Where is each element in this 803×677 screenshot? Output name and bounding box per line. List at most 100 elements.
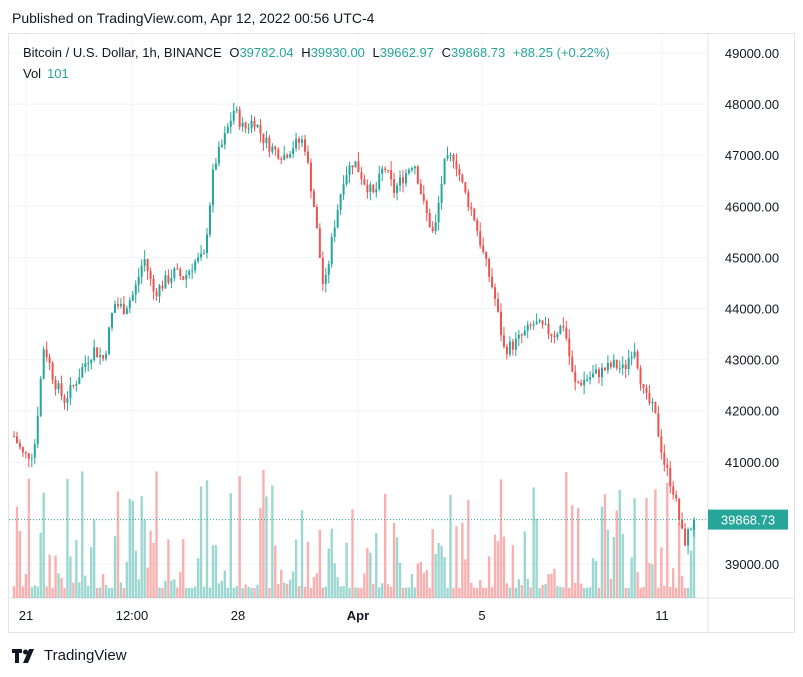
- volume-bar: [274, 545, 277, 598]
- volume-bar: [318, 529, 322, 598]
- candle-body: [351, 165, 354, 168]
- volume-bar: [648, 563, 651, 598]
- candle-body: [354, 161, 357, 168]
- candle-body: [214, 163, 217, 170]
- volume-bar: [232, 587, 235, 598]
- volume-bar: [440, 545, 443, 598]
- volume-bar: [523, 531, 526, 598]
- volume-bar: [633, 498, 636, 598]
- volume-bar: [654, 489, 657, 598]
- volume-bar: [48, 554, 51, 598]
- volume-bar: [571, 505, 574, 598]
- volume-bar: [339, 586, 342, 598]
- volume-bar: [657, 587, 660, 598]
- x-tick-label: 28: [231, 608, 245, 623]
- volume-bar: [526, 578, 529, 598]
- volume-bar: [66, 479, 69, 598]
- volume-bar: [395, 537, 399, 598]
- volume-bar: [351, 509, 354, 598]
- volume-bar: [173, 579, 176, 598]
- candle-body: [583, 379, 586, 386]
- volume-bar: [63, 587, 66, 598]
- candle-body: [384, 168, 387, 170]
- x-tick-label: 5: [478, 608, 485, 623]
- footer-brand[interactable]: TradingView: [12, 647, 127, 664]
- candle-body: [372, 184, 375, 193]
- candle-body: [440, 183, 443, 203]
- volume-value: 101: [47, 66, 69, 81]
- candle-body: [586, 379, 589, 381]
- y-tick-label: 43000.00: [725, 353, 779, 368]
- candle-body: [235, 109, 238, 111]
- volume-bar: [603, 494, 607, 598]
- volume-bar: [520, 585, 523, 598]
- candle-body: [179, 269, 182, 277]
- volume-bar: [639, 587, 642, 598]
- candle-body: [473, 208, 476, 221]
- volume-bar: [193, 586, 197, 598]
- candle-body: [470, 207, 473, 209]
- volume-bar: [315, 573, 319, 598]
- volume-bar: [149, 530, 152, 598]
- candle-body: [592, 373, 595, 378]
- volume-bar: [226, 587, 229, 598]
- candle-body: [309, 162, 312, 192]
- volume-bar: [244, 584, 247, 598]
- candle-body: [286, 154, 289, 158]
- volume-bar: [167, 539, 170, 598]
- candles: [13, 102, 695, 555]
- volume-bar: [179, 572, 182, 598]
- candle-body: [413, 166, 416, 169]
- candle-body: [410, 168, 413, 170]
- volume-bar: [98, 587, 102, 598]
- published-caption: Published on TradingView.com, Apr 12, 20…: [12, 10, 375, 26]
- volume-bar: [663, 585, 666, 598]
- candle-body: [24, 452, 27, 454]
- x-tick-label: 12:00: [116, 608, 149, 623]
- volume-bars: [12, 469, 696, 598]
- candle-body: [491, 276, 494, 288]
- volume-bar: [253, 588, 256, 598]
- volume-bar: [45, 586, 48, 598]
- volume-label: Vol: [23, 66, 42, 81]
- volume-bar: [107, 588, 111, 598]
- candle-body: [494, 287, 497, 299]
- candle-body: [330, 236, 333, 265]
- volume-bar: [487, 556, 491, 598]
- candle-body: [229, 120, 232, 127]
- candle-body: [173, 268, 176, 278]
- candle-body: [458, 169, 461, 175]
- candle-body: [606, 362, 609, 371]
- candle-body: [208, 205, 211, 235]
- volume-bar: [511, 545, 515, 598]
- volume-bar: [140, 496, 143, 598]
- candle-body: [654, 401, 657, 414]
- candle-body: [188, 271, 191, 276]
- chart-pane[interactable]: [8, 33, 795, 633]
- candle-body: [137, 276, 140, 285]
- volume-bar: [461, 522, 464, 598]
- candle-body: [428, 212, 431, 228]
- candle-body: [105, 353, 108, 359]
- candle-body: [360, 172, 363, 180]
- volume-bar: [300, 510, 304, 598]
- volume-bar: [357, 587, 360, 598]
- candle-body: [517, 334, 520, 339]
- volume-bar: [24, 574, 28, 598]
- volume-bar: [262, 469, 265, 598]
- candle-body: [600, 367, 603, 378]
- volume-bar: [354, 587, 357, 598]
- volume-bar: [360, 587, 363, 598]
- volume-bar: [131, 500, 134, 598]
- candle-body: [318, 228, 321, 258]
- volume-bar: [205, 480, 209, 598]
- candle-body: [467, 192, 470, 208]
- volume-bar: [90, 547, 93, 598]
- volume-bar: [574, 582, 577, 598]
- candle-body: [280, 158, 283, 160]
- volume-bar: [597, 587, 601, 598]
- candle-body: [523, 330, 526, 336]
- candle-body: [514, 338, 517, 350]
- candle-body: [603, 367, 606, 371]
